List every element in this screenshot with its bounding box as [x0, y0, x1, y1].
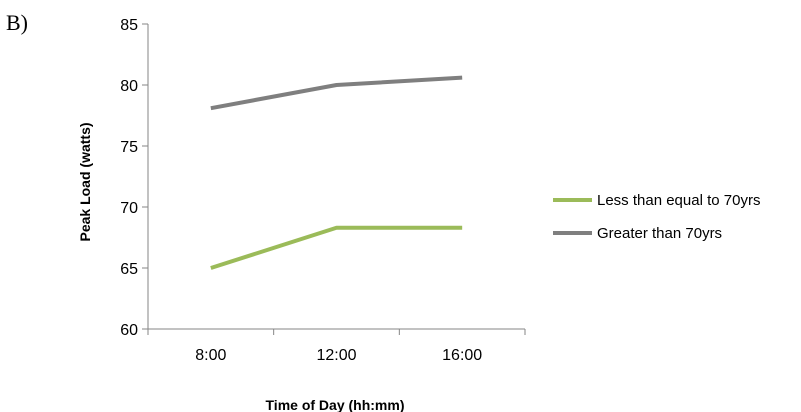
- y-tick-label: 70: [120, 200, 138, 217]
- series-layer: [210, 75, 463, 270]
- x-axis-title: Time of Day (hh:mm): [266, 397, 405, 412]
- series-line-1: [210, 225, 463, 270]
- y-axis-title: Peak Load (watts): [77, 122, 93, 241]
- y-tick-label: 60: [120, 322, 138, 339]
- y-tick-label: 65: [120, 261, 138, 278]
- y-tick-label: 85: [120, 17, 138, 34]
- y-tick-label: 80: [120, 78, 138, 95]
- x-tick-label: 12:00: [316, 347, 356, 364]
- panel-label: B): [6, 10, 28, 35]
- legend-label-2: Greater than 70yrs: [597, 225, 722, 242]
- series-line-2: [210, 75, 463, 111]
- y-tick-label: 75: [120, 139, 138, 156]
- legend: Less than equal to 70yrs Greater than 70y…: [553, 192, 760, 242]
- x-tick-label: 8:00: [195, 347, 226, 364]
- legend-label-1: Less than equal to 70yrs: [597, 192, 760, 209]
- x-tick-label: 16:00: [442, 347, 482, 364]
- axes: 60 65 70 75 80 85 8:00 12:00 16:00: [120, 17, 526, 364]
